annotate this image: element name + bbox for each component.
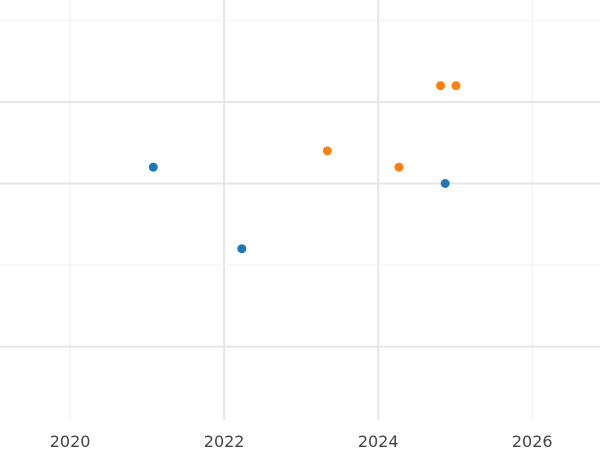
- data-point-series-2: [451, 81, 461, 91]
- data-points: [148, 81, 461, 254]
- data-point-series-1: [440, 178, 450, 188]
- data-point-series-2: [436, 81, 446, 91]
- data-point-series-2: [322, 146, 332, 156]
- data-point-series-2: [394, 162, 404, 172]
- data-point-series-1: [237, 244, 247, 254]
- x-axis-ticks: 2020 2022 2024 2026: [50, 432, 553, 450]
- grid: [0, 0, 600, 420]
- x-tick-label: 2026: [512, 432, 553, 450]
- x-tick-label: 2024: [358, 432, 399, 450]
- x-tick-label: 2020: [50, 432, 91, 450]
- x-tick-label: 2022: [204, 432, 245, 450]
- data-point-series-1: [148, 162, 158, 172]
